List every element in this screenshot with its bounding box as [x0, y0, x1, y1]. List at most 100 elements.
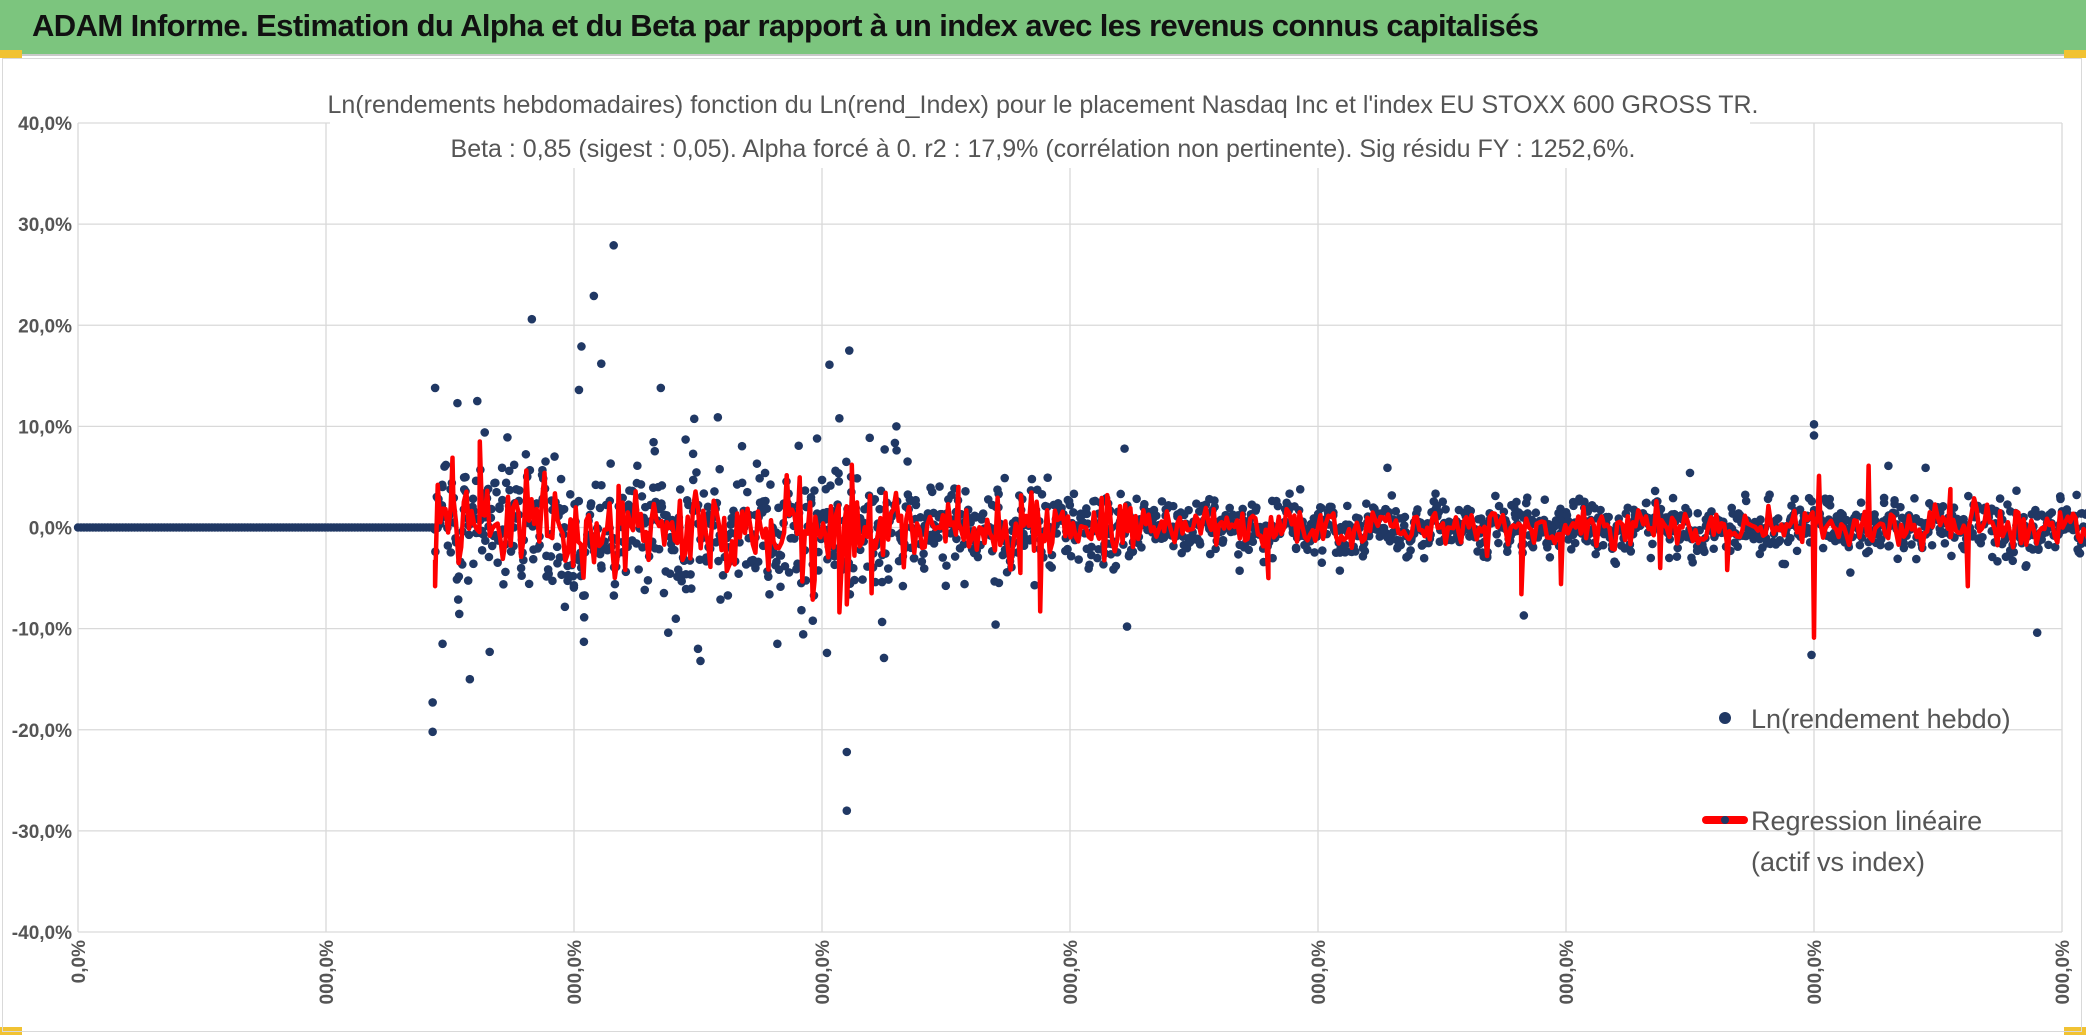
scatter-point — [909, 554, 919, 563]
scatter-point — [1598, 540, 1608, 550]
scatter-point — [1385, 536, 1395, 546]
scatter-point-outlier — [1120, 444, 1129, 453]
corner-marker-top-right — [2064, 50, 2086, 58]
scatter-point — [1084, 564, 1093, 573]
scatter-point — [610, 579, 620, 589]
scatter-point — [994, 578, 1004, 588]
scatter-point — [743, 487, 752, 497]
scatter-point — [761, 496, 770, 506]
scatter-point — [947, 490, 956, 500]
scatter-point — [548, 576, 557, 586]
scatter-point — [753, 557, 763, 567]
scatter-point — [898, 581, 908, 591]
scatter-point — [1673, 543, 1682, 553]
scatter-point — [1910, 494, 1919, 503]
scatter-point-outlier — [1685, 468, 1695, 478]
scatter-point — [1317, 558, 1327, 568]
scatter-point — [1157, 497, 1167, 506]
scatter-point — [1248, 537, 1258, 547]
scatter-point — [1502, 547, 1512, 557]
scatter-point — [1818, 543, 1828, 553]
scatter-point — [524, 579, 534, 589]
scatter-point — [1047, 563, 1057, 572]
scatter-point — [715, 464, 724, 474]
scatter-point — [1391, 506, 1401, 516]
scatter-point — [493, 558, 502, 567]
scatter-point — [1885, 541, 1894, 550]
scatter-point — [2075, 549, 2085, 558]
scatter-point — [468, 494, 478, 504]
scatter-point — [1664, 553, 1674, 563]
scatter-point — [842, 457, 851, 467]
scatter-point — [1756, 515, 1765, 524]
scatter-point-outlier — [1809, 431, 1819, 440]
scatter-point — [1604, 512, 1613, 522]
scatter-point — [1856, 498, 1866, 507]
scatter-point — [848, 563, 858, 573]
scatter-point-outlier — [438, 639, 447, 649]
scatter-point — [469, 559, 478, 569]
x-tick-label: 0,0% — [69, 940, 90, 983]
scatter-point — [1362, 499, 1371, 508]
scatter-point — [1063, 544, 1072, 554]
scatter-point — [993, 485, 1002, 494]
scatter-point — [2009, 547, 2019, 557]
scatter-point-outlier — [773, 639, 782, 649]
scatter-point-outlier — [579, 637, 589, 647]
scatter-point — [2003, 500, 2012, 509]
x-tick-label: 000,0% — [1061, 940, 1082, 1005]
scatter-point — [1310, 548, 1319, 557]
scatter-point — [521, 449, 531, 459]
scatter-point — [883, 564, 893, 573]
scatter-point — [790, 534, 799, 543]
y-tick-label: -40,0% — [12, 923, 72, 944]
scatter-point-outlier — [681, 435, 690, 444]
scatter-point — [1234, 550, 1243, 559]
scatter-point — [443, 541, 453, 550]
scatter-point-outlier — [428, 698, 437, 707]
scatter-point — [1545, 552, 1555, 562]
scatter-point — [875, 504, 884, 514]
scatter-point — [776, 582, 785, 592]
scatter-point — [877, 617, 887, 627]
scatter-point — [1792, 546, 1802, 556]
scatter-point — [850, 575, 859, 585]
scatter-point — [2047, 508, 2057, 517]
scatter-point — [1406, 546, 1415, 555]
scatter-point — [640, 585, 650, 595]
scatter-point — [766, 480, 775, 489]
scatter-point-outlier — [480, 428, 490, 437]
x-tick-label: 000,0% — [1805, 940, 1826, 1005]
scatter-point — [1626, 547, 1636, 556]
scatter-point — [665, 569, 675, 578]
scatter-point-outlier — [1921, 463, 1930, 473]
scatter-point — [1566, 544, 1576, 554]
scatter-point — [1783, 537, 1793, 547]
scatter-point — [1995, 494, 2005, 503]
scatter-point-outlier — [472, 396, 482, 406]
legend-label-scatter: Ln(rendement hebdo) — [1751, 704, 2011, 734]
x-tick-label: 000,0% — [1309, 940, 1330, 1005]
scatter-point — [688, 475, 698, 485]
scatter-point-outlier — [465, 674, 475, 684]
scatter-point — [1303, 545, 1312, 555]
scatter-point — [1733, 542, 1743, 551]
scatter-point — [1205, 549, 1215, 559]
scatter-point-outlier — [577, 342, 586, 351]
scatter-point — [792, 564, 801, 574]
scatter-point-outlier — [453, 398, 462, 408]
legend-marker-scatter — [1719, 712, 1731, 724]
legend-marker-line-dot — [1721, 816, 1729, 824]
legend-label-regression-line2: (actif vs index) — [1751, 847, 1925, 877]
scatter-point — [579, 613, 589, 622]
scatter-point — [453, 595, 463, 604]
scatter-point — [499, 580, 508, 589]
chart-title: Ln(rendements hebdomadaires) fonction du… — [327, 91, 1758, 119]
scatter-point — [557, 570, 566, 580]
scatter-point — [892, 446, 901, 455]
scatter-point — [800, 486, 810, 495]
chart-subtitle: Beta : 0,85 (sigest : 0,05). Alpha forcé… — [451, 135, 1636, 163]
scatter-point — [597, 480, 606, 490]
scatter-point — [1235, 566, 1244, 576]
